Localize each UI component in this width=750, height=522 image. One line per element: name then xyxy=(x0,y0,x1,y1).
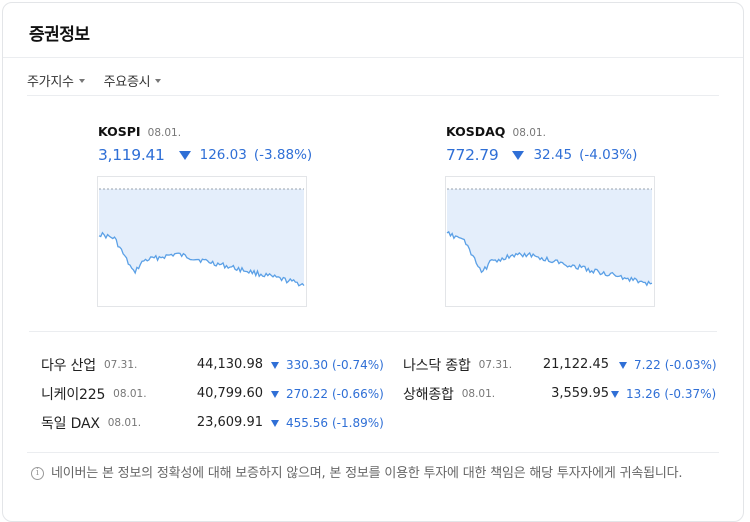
world-index-nasdaq[interactable]: 나스닥 종합 07.31. xyxy=(403,355,512,375)
index-percent: (-3.88%) xyxy=(253,147,313,163)
world-index-name: 상해종합 xyxy=(403,387,454,403)
index-name: KOSDAQ xyxy=(446,124,506,139)
world-index-name: 니케이225 xyxy=(41,387,106,403)
index-value: 3,119.41 xyxy=(98,146,165,164)
down-arrow-icon xyxy=(619,361,627,369)
world-index-percent: (-0.74%) xyxy=(332,358,384,372)
world-index-name: 나스닥 종합 xyxy=(403,358,471,374)
world-index-percent: (-0.37%) xyxy=(664,387,717,401)
title-divider xyxy=(3,57,743,58)
world-index-change-value: 330.30 xyxy=(286,358,328,372)
footer-divider xyxy=(27,452,719,453)
world-index-name: 다우 산업 xyxy=(41,358,96,374)
tab-major-markets[interactable]: 주요증시 xyxy=(104,71,162,90)
index-change: 32.45 xyxy=(533,147,573,163)
world-index-change: 455.56 (-1.89%) xyxy=(271,416,384,430)
world-index-shanghai[interactable]: 상해종합 08.01. xyxy=(403,384,495,404)
world-index-dow[interactable]: 다우 산업 07.31. xyxy=(41,355,137,375)
world-index-value: 21,122.45 xyxy=(542,357,609,372)
world-index-change-value: 455.56 xyxy=(286,416,328,430)
world-index-change-value: 270.22 xyxy=(286,387,328,401)
index-kospi[interactable]: KOSPI 08.01. 3,119.41 126.03 (-3.88%) xyxy=(98,121,328,164)
tabs-divider xyxy=(27,95,719,96)
world-index-value: 44,130.98 xyxy=(196,357,263,372)
kospi-chart[interactable] xyxy=(97,176,307,307)
tab-stock-index-label: 주가지수 xyxy=(27,75,74,90)
world-index-percent: (-0.03%) xyxy=(664,358,717,372)
world-index-change-value: 13.26 xyxy=(626,387,661,401)
world-index-nikkei[interactable]: 니케이225 08.01. xyxy=(41,384,147,404)
world-index-change: 13.26 (-0.37%) xyxy=(611,387,716,401)
tab-bar: 주가지수 주요증시 xyxy=(27,71,162,90)
world-index-percent: (-0.66%) xyxy=(332,387,384,401)
world-index-change: 270.22 (-0.66%) xyxy=(271,387,384,401)
sparkline-line xyxy=(446,230,653,287)
sparkline-area xyxy=(447,189,652,286)
down-arrow-icon xyxy=(271,419,279,427)
world-index-percent: (-1.89%) xyxy=(332,416,384,430)
sparkline-svg xyxy=(446,188,653,287)
tab-stock-index[interactable]: 주가지수 xyxy=(27,71,85,90)
world-index-value: 40,799.60 xyxy=(196,386,263,401)
world-index-date: 08.01. xyxy=(107,417,142,429)
info-icon: i xyxy=(31,467,44,480)
down-arrow-icon xyxy=(512,150,525,160)
disclaimer-text: 네이버는 본 정보의 정확성에 대해 보증하지 않으며, 본 정보를 이용한 투… xyxy=(51,466,683,481)
world-index-date: 08.01. xyxy=(461,388,496,400)
disclaimer: i 네이버는 본 정보의 정확성에 대해 보증하지 않으며, 본 정보를 이용한… xyxy=(31,465,721,483)
section-divider xyxy=(29,331,717,332)
card-title: 증권정보 xyxy=(29,25,90,45)
down-arrow-icon xyxy=(271,390,279,398)
index-kosdaq[interactable]: KOSDAQ 08.01. 772.79 32.45 (-4.03%) xyxy=(446,121,676,164)
tab-major-markets-label: 주요증시 xyxy=(103,75,151,90)
world-index-value: 3,559.95 xyxy=(551,386,609,401)
down-arrow-icon xyxy=(611,390,619,398)
sparkline-svg xyxy=(98,188,305,287)
world-index-value: 23,609.91 xyxy=(196,415,263,430)
world-index-date: 07.31. xyxy=(103,359,138,371)
world-index-change: 330.30 (-0.74%) xyxy=(271,358,384,372)
down-arrow-icon xyxy=(271,361,279,369)
world-index-change-value: 7.22 xyxy=(634,358,661,372)
index-change: 126.03 xyxy=(199,147,247,163)
index-date: 08.01. xyxy=(147,127,182,139)
index-name: KOSPI xyxy=(98,124,141,139)
world-index-change: 7.22 (-0.03%) xyxy=(619,358,717,372)
world-index-date: 08.01. xyxy=(113,388,147,400)
index-percent: (-4.03%) xyxy=(579,147,638,163)
world-index-dax[interactable]: 독일 DAX 08.01. xyxy=(41,413,141,433)
world-index-date: 07.31. xyxy=(478,359,513,371)
index-date: 08.01. xyxy=(512,127,546,139)
world-index-name: 독일 DAX xyxy=(41,416,100,432)
down-arrow-icon xyxy=(178,150,191,160)
sparkline-area xyxy=(99,189,304,286)
caret-down-icon xyxy=(78,78,85,83)
kosdaq-chart[interactable] xyxy=(445,176,655,307)
index-value: 772.79 xyxy=(446,146,499,164)
sparkline-line xyxy=(98,231,305,287)
caret-down-icon xyxy=(155,78,162,83)
